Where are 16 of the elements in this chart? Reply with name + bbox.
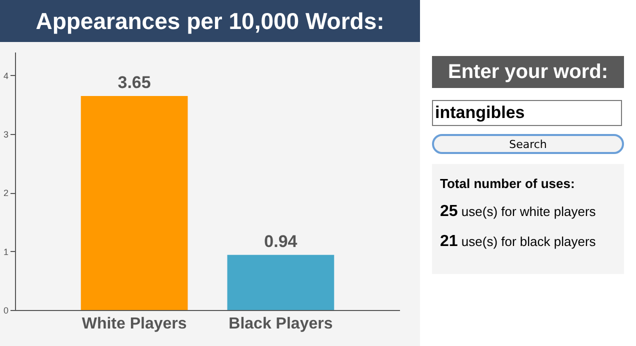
data-label: 3.65: [118, 72, 151, 92]
chart-title: Appearances per 10,000 Words:: [0, 0, 420, 42]
search-button[interactable]: Search: [432, 134, 624, 154]
text: 25 use(s) for white players: [440, 203, 597, 221]
x-tick-label: Black Players: [228, 316, 333, 332]
y-tick-label: 0: [3, 306, 8, 316]
text: Enter your word:: [432, 56, 624, 88]
y-tick-label: 4: [3, 70, 8, 81]
x-tick-label: White Players: [82, 316, 187, 332]
text: 21 use(s) for black players: [440, 233, 597, 251]
data-label: 0.94: [264, 232, 298, 251]
y-tick-label: 3: [3, 130, 8, 140]
text: Total number of uses:: [440, 176, 576, 191]
word-field[interactable]: intangibles: [432, 100, 622, 126]
y-tick-label: 1: [3, 246, 8, 257]
y-tick-label: 2: [3, 188, 8, 198]
